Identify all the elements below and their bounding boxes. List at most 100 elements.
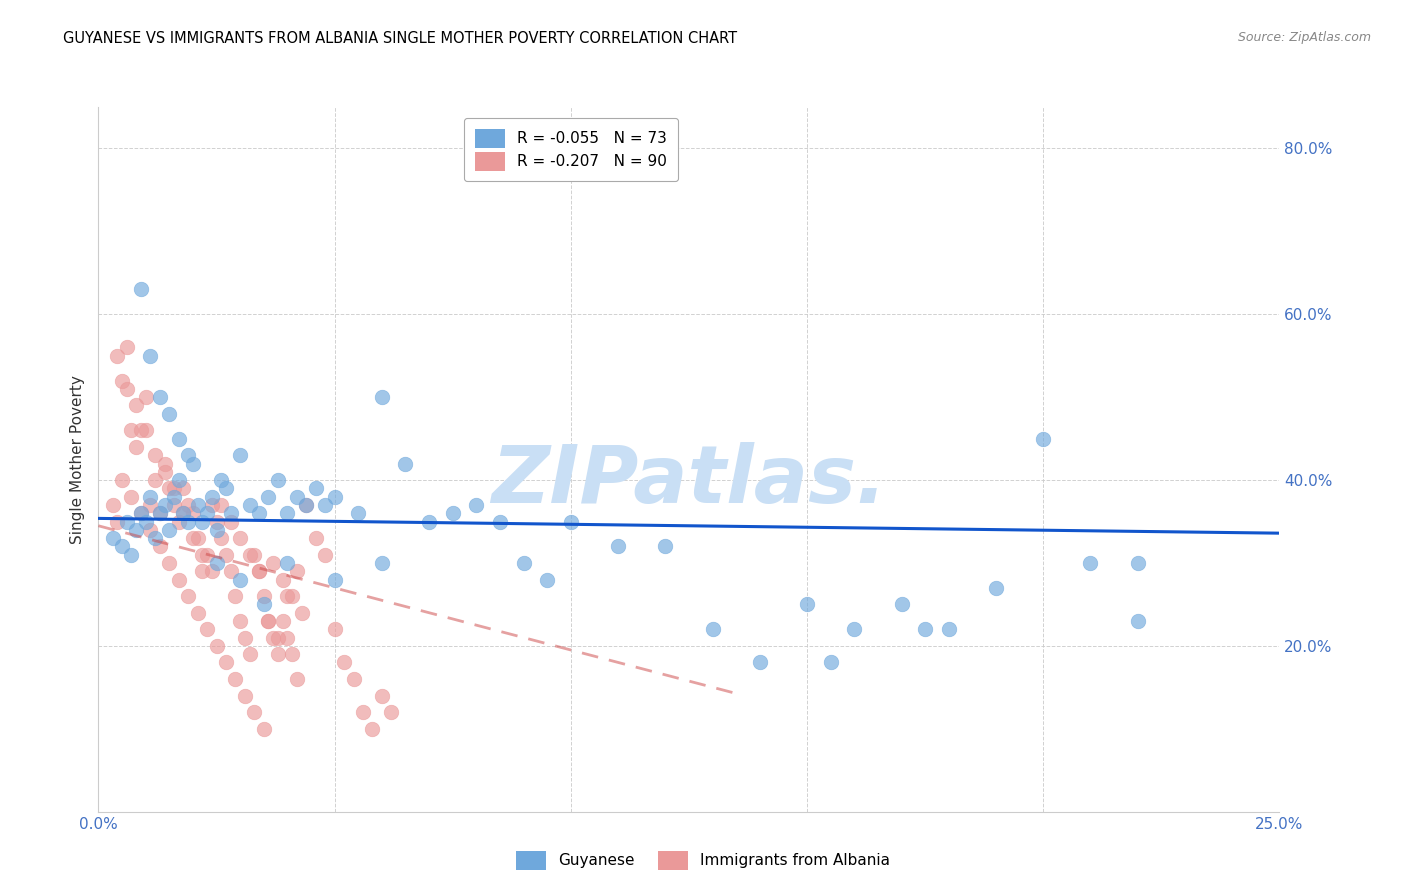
Point bbox=[247, 564, 270, 578]
Point bbox=[323, 623, 346, 637]
Point bbox=[177, 589, 200, 603]
Point bbox=[295, 498, 318, 512]
Point bbox=[267, 647, 290, 661]
Point bbox=[285, 672, 308, 686]
Point bbox=[181, 457, 204, 471]
Point bbox=[205, 523, 228, 537]
Point bbox=[135, 423, 157, 437]
Point bbox=[163, 498, 186, 512]
Point bbox=[342, 672, 364, 686]
Point bbox=[191, 515, 214, 529]
Point bbox=[163, 482, 186, 496]
Point bbox=[281, 647, 304, 661]
Point bbox=[167, 432, 190, 446]
Point bbox=[262, 556, 284, 570]
Point bbox=[125, 399, 148, 413]
Point bbox=[201, 490, 224, 504]
Point bbox=[224, 589, 246, 603]
Point bbox=[219, 515, 242, 529]
Point bbox=[205, 556, 228, 570]
Point bbox=[441, 506, 464, 520]
Point bbox=[153, 498, 176, 512]
Point bbox=[121, 548, 143, 562]
Point bbox=[129, 423, 152, 437]
Text: Source: ZipAtlas.com: Source: ZipAtlas.com bbox=[1237, 31, 1371, 45]
Point bbox=[111, 473, 134, 487]
Point bbox=[333, 656, 356, 670]
Point bbox=[984, 581, 1007, 595]
Text: ZIPatlas.: ZIPatlas. bbox=[491, 442, 887, 519]
Point bbox=[796, 598, 818, 612]
Point bbox=[323, 573, 346, 587]
Point bbox=[276, 631, 298, 645]
Point bbox=[257, 614, 280, 628]
Point bbox=[305, 482, 328, 496]
Point bbox=[167, 515, 190, 529]
Point bbox=[271, 573, 294, 587]
Point bbox=[247, 564, 270, 578]
Point bbox=[215, 548, 238, 562]
Point bbox=[257, 490, 280, 504]
Point bbox=[243, 548, 266, 562]
Point bbox=[205, 639, 228, 653]
Point bbox=[111, 540, 134, 554]
Point bbox=[489, 515, 512, 529]
Point bbox=[105, 515, 128, 529]
Point bbox=[361, 722, 384, 736]
Point bbox=[201, 564, 224, 578]
Point bbox=[271, 614, 294, 628]
Point bbox=[177, 498, 200, 512]
Y-axis label: Single Mother Poverty: Single Mother Poverty bbox=[70, 375, 86, 544]
Point bbox=[115, 382, 138, 396]
Point bbox=[129, 506, 152, 520]
Point bbox=[418, 515, 440, 529]
Point bbox=[285, 564, 308, 578]
Point bbox=[187, 531, 209, 545]
Point bbox=[181, 506, 204, 520]
Point bbox=[239, 548, 262, 562]
Point bbox=[702, 623, 724, 637]
Point bbox=[1126, 556, 1149, 570]
Text: GUYANESE VS IMMIGRANTS FROM ALBANIA SINGLE MOTHER POVERTY CORRELATION CHART: GUYANESE VS IMMIGRANTS FROM ALBANIA SING… bbox=[63, 31, 737, 46]
Point bbox=[229, 531, 252, 545]
Point bbox=[239, 498, 262, 512]
Point bbox=[121, 490, 143, 504]
Point bbox=[105, 349, 128, 363]
Point bbox=[163, 490, 186, 504]
Point bbox=[243, 705, 266, 719]
Point bbox=[285, 490, 308, 504]
Point bbox=[157, 556, 180, 570]
Point bbox=[267, 631, 290, 645]
Point bbox=[149, 506, 172, 520]
Point bbox=[135, 515, 157, 529]
Point bbox=[149, 506, 172, 520]
Point bbox=[177, 448, 200, 462]
Point bbox=[149, 390, 172, 404]
Point bbox=[347, 506, 370, 520]
Point bbox=[172, 506, 194, 520]
Point bbox=[139, 498, 162, 512]
Point bbox=[195, 623, 218, 637]
Point bbox=[314, 548, 336, 562]
Point bbox=[229, 448, 252, 462]
Point bbox=[157, 482, 180, 496]
Point bbox=[253, 589, 276, 603]
Legend: R = -0.055   N = 73, R = -0.207   N = 90: R = -0.055 N = 73, R = -0.207 N = 90 bbox=[464, 119, 678, 181]
Point bbox=[139, 349, 162, 363]
Point bbox=[101, 498, 124, 512]
Point bbox=[1126, 614, 1149, 628]
Point bbox=[820, 656, 842, 670]
Point bbox=[536, 573, 558, 587]
Point bbox=[224, 672, 246, 686]
Point bbox=[1032, 432, 1054, 446]
Point bbox=[209, 498, 232, 512]
Point bbox=[187, 606, 209, 620]
Point bbox=[654, 540, 676, 554]
Point bbox=[129, 282, 152, 296]
Point bbox=[465, 498, 488, 512]
Point bbox=[177, 515, 200, 529]
Point bbox=[205, 515, 228, 529]
Point bbox=[139, 523, 162, 537]
Point bbox=[229, 614, 252, 628]
Point bbox=[219, 564, 242, 578]
